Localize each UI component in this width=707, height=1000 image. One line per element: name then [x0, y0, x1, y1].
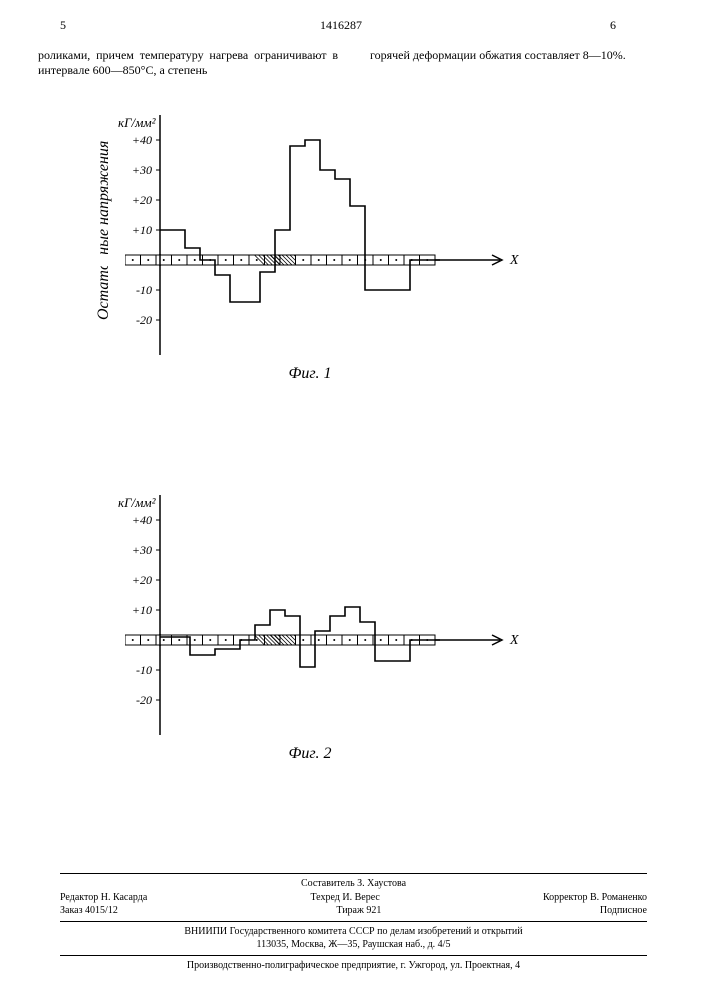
footer-tech: Техред И. Верес	[310, 891, 379, 905]
footer-order: Заказ 4015/12	[60, 904, 118, 918]
footer-corrector: Корректор В. Романенко	[543, 891, 647, 905]
svg-text:-10: -10	[136, 283, 152, 297]
footer: Составитель З. Хаустова Редактор Н. Каса…	[60, 870, 647, 972]
col-num-left: 5	[60, 18, 66, 33]
chart-1-caption: Фиг. 1	[100, 365, 520, 383]
svg-text:-20: -20	[136, 693, 152, 707]
svg-text:+20: +20	[132, 573, 152, 587]
svg-text:-20: -20	[136, 313, 152, 327]
doc-number: 1416287	[320, 18, 362, 33]
footer-tirage: Тираж 921	[336, 904, 381, 918]
footer-editor: Редактор Н. Касарда	[60, 891, 147, 905]
svg-text:кГ/мм²: кГ/мм²	[118, 115, 157, 130]
svg-text:+10: +10	[132, 223, 152, 237]
svg-text:+20: +20	[132, 193, 152, 207]
chart-1: XкГ/мм² +40 +30 +20 +10 -10 -20 Фиг. 1	[100, 105, 520, 383]
footer-line1: ВНИИПИ Государственного комитета СССР по…	[60, 925, 647, 939]
col-num-right: 6	[610, 18, 616, 33]
svg-text:кГ/мм²: кГ/мм²	[118, 495, 157, 510]
footer-line2: 113035, Москва, Ж—35, Раушская наб., д. …	[60, 938, 647, 952]
page: 5 1416287 6 роликами, причем температуру…	[0, 0, 707, 1000]
svg-text:+40: +40	[132, 133, 152, 147]
footer-sign: Подписное	[600, 904, 647, 918]
svg-text:+40: +40	[132, 513, 152, 527]
svg-text:X: X	[509, 253, 519, 268]
svg-text:X: X	[509, 633, 519, 648]
chart-2: XкГ/мм² +40 +30 +20 +10 -10 -20 Фиг. 2	[100, 485, 520, 763]
svg-text:+30: +30	[132, 543, 152, 557]
chart-2-svg: XкГ/мм² +40 +30 +20 +10 -10 -20	[100, 485, 520, 745]
svg-text:+10: +10	[132, 603, 152, 617]
svg-text:-10: -10	[136, 663, 152, 677]
footer-compiler: Составитель З. Хаустова	[60, 877, 647, 891]
footer-line3: Производственно-полиграфическое предприя…	[60, 959, 647, 973]
chart-2-caption: Фиг. 2	[100, 745, 520, 763]
text-col-left: роликами, причем температуру нагрева огр…	[38, 48, 338, 78]
svg-text:+30: +30	[132, 163, 152, 177]
text-col-right: горячей деформации обжатия составляет 8—…	[370, 48, 670, 63]
chart-1-svg: XкГ/мм² +40 +30 +20 +10 -10 -20	[100, 105, 520, 365]
